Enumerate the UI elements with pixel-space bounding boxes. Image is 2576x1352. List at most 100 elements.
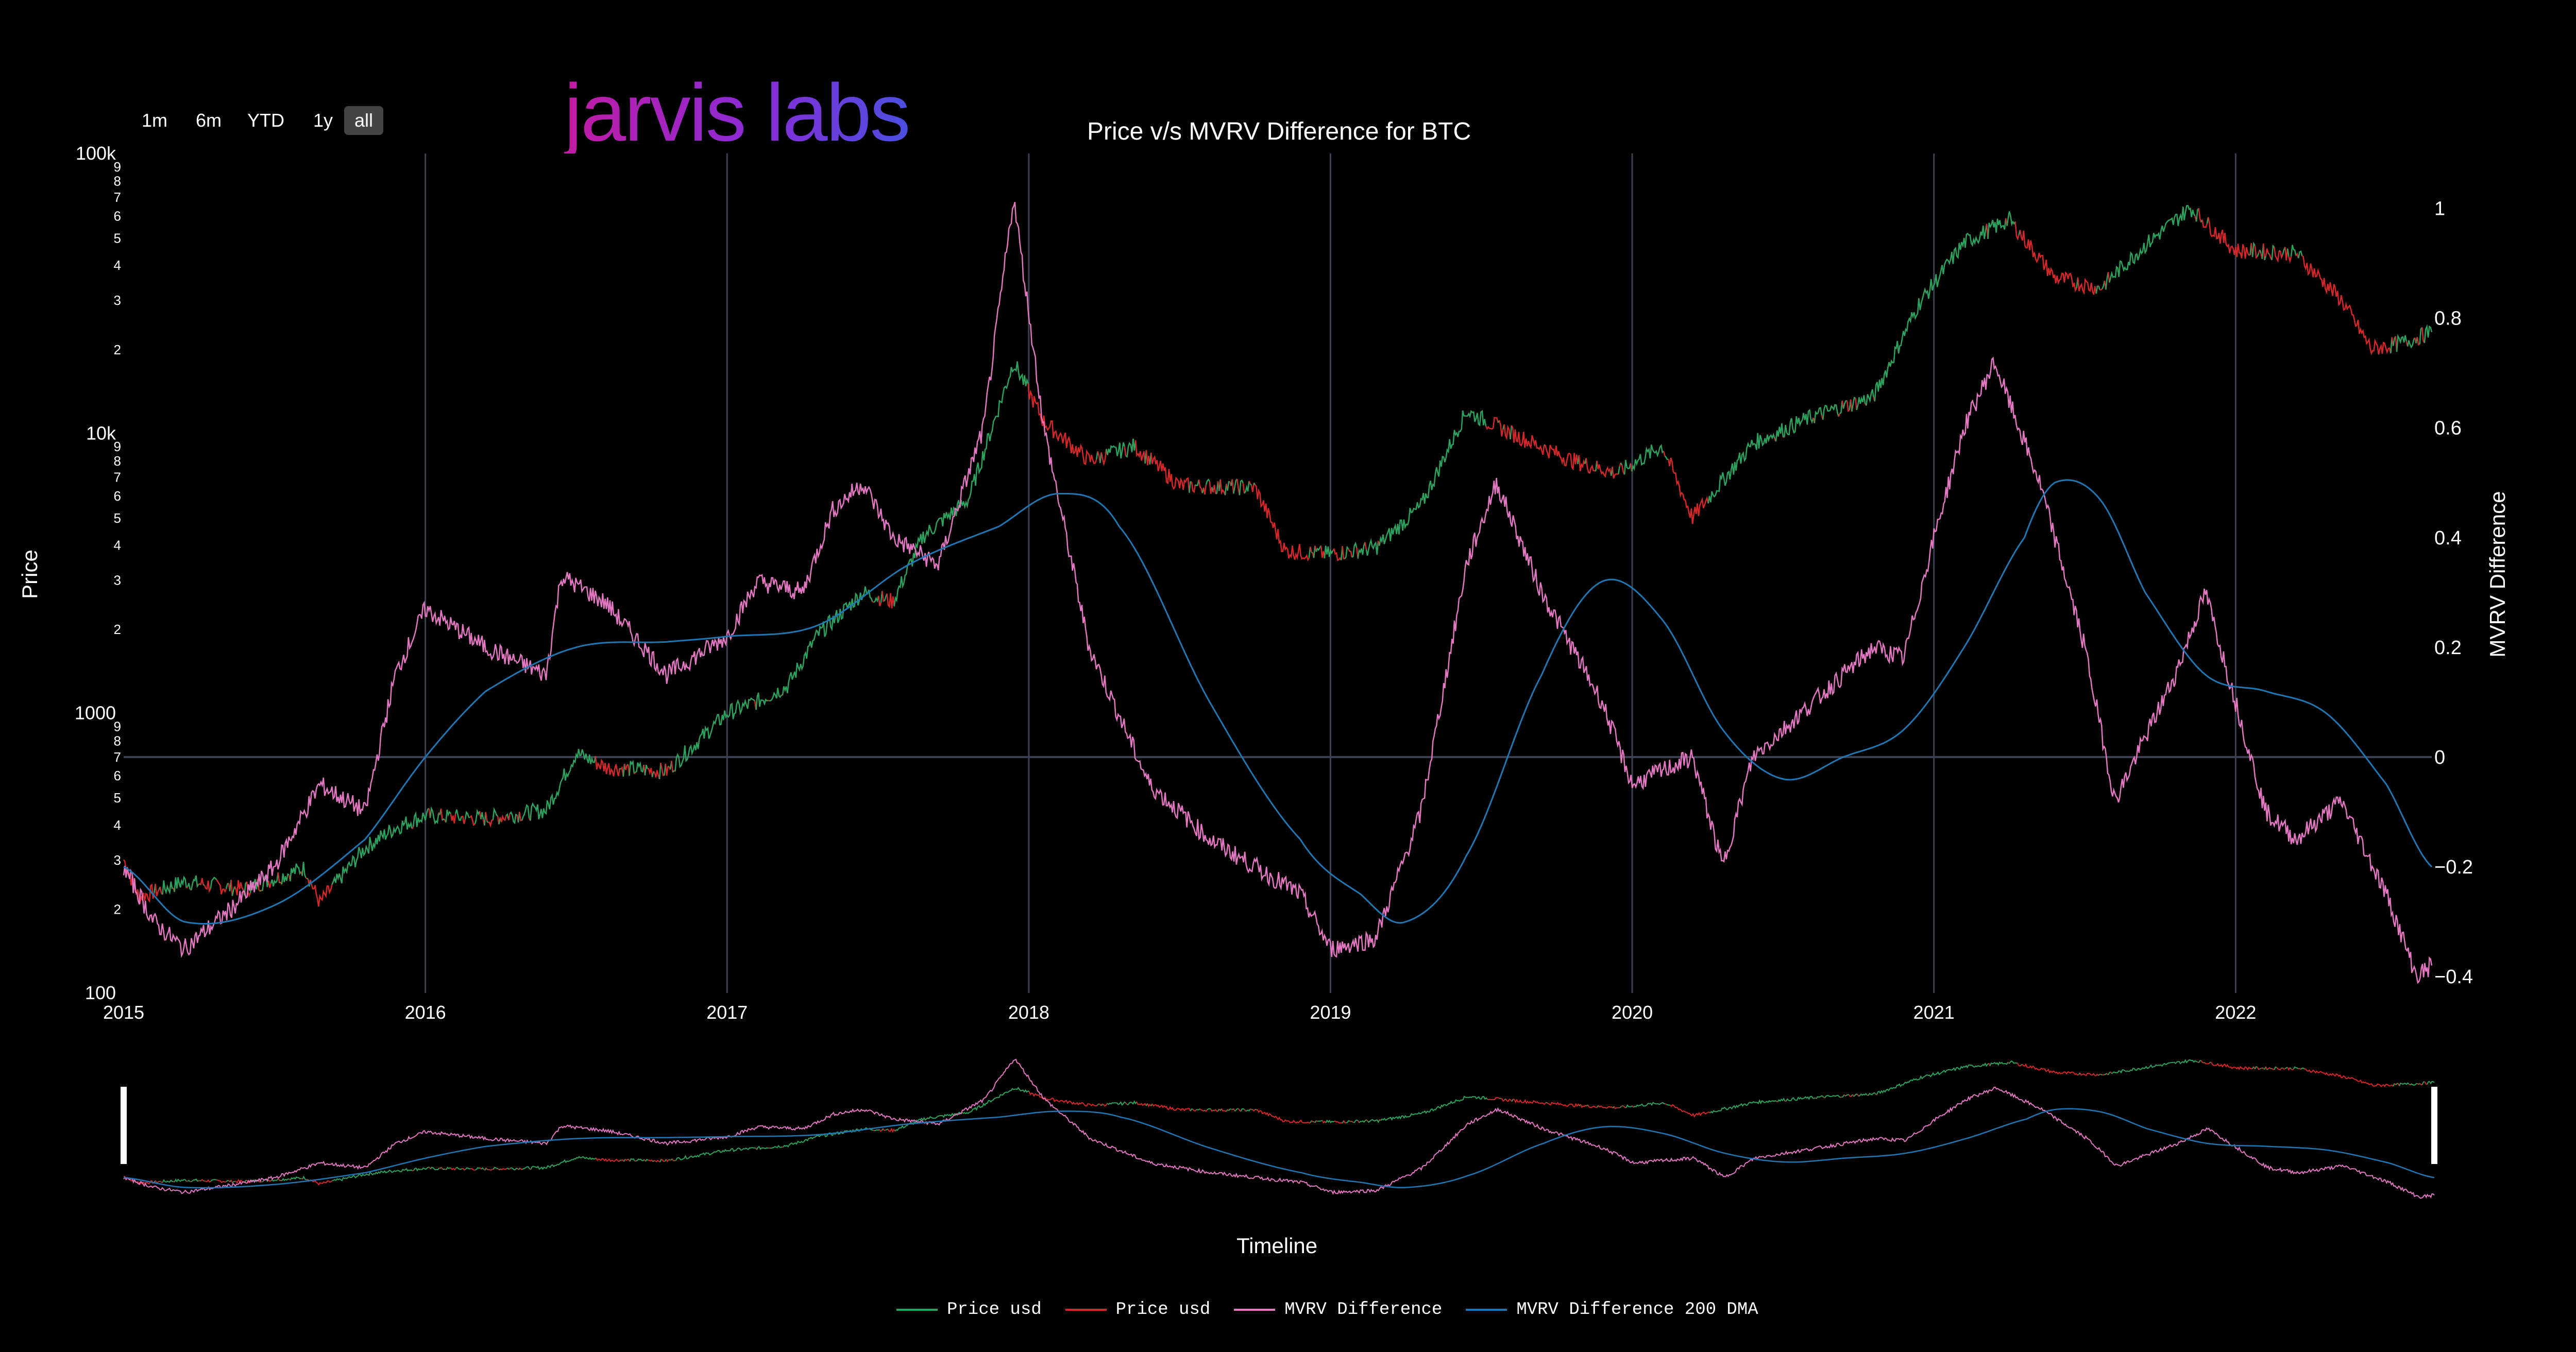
y-left-minor-tick: 3 (114, 572, 121, 588)
price-line-up (1709, 1099, 1777, 1114)
price-line-up (1868, 1092, 1876, 1096)
price-line-up (1777, 1098, 1786, 1103)
price-line-up (1232, 478, 1238, 494)
price-line-down (1848, 1094, 1852, 1097)
series-lines (123, 201, 2433, 984)
legend-item[interactable]: Price usd (896, 1300, 1042, 1320)
price-line-down (648, 1159, 653, 1162)
price-line-up (894, 1087, 1030, 1132)
price-line-up (430, 1167, 439, 1171)
price-line-down (1846, 401, 1850, 413)
price-line-up (1987, 218, 2007, 239)
price-line-down (2200, 1060, 2204, 1064)
price-line-down (2416, 337, 2420, 346)
price-line-down (2419, 1083, 2422, 1086)
legend-item[interactable]: Price usd (1065, 1300, 1210, 1320)
price-line-up (1205, 478, 1210, 485)
price-line-down (2099, 288, 2103, 291)
price-line-up (2427, 1081, 2435, 1085)
price-line-down (768, 699, 770, 702)
price-line-down (623, 763, 628, 771)
y-right-tick: 0.2 (2434, 637, 2462, 659)
price-line-up (2254, 1066, 2258, 1070)
range-slider-left-handle[interactable] (121, 1087, 127, 1164)
price-line-down (1191, 482, 1196, 493)
y-left-minor-tick: 7 (114, 469, 121, 485)
price-line-up (1620, 463, 1623, 466)
price-line-up (2300, 1067, 2305, 1070)
price-line-down (1210, 1108, 1214, 1113)
price-line-up (1234, 1108, 1239, 1112)
y-right-tick: 0.4 (2434, 527, 2462, 549)
price-line-up (782, 586, 873, 696)
price-line-down (1332, 547, 1342, 561)
chart-title: Price v/s MVRV Difference for BTC (1087, 118, 1471, 145)
price-line-down (1231, 479, 1234, 494)
legend-label: MVRV Difference 200 DMA (1516, 1300, 1758, 1320)
price-line-up (442, 818, 445, 821)
price-line-up (2271, 244, 2275, 261)
range-slider-right-handle[interactable] (2431, 1087, 2437, 1164)
price-line-down (204, 880, 211, 893)
price-line-down (2257, 1067, 2260, 1070)
price-line-up (1359, 1119, 1367, 1123)
legend-swatch (1234, 1309, 1276, 1311)
range-slider[interactable] (121, 1058, 2437, 1199)
price-line-down (1612, 467, 1619, 479)
price-line-up (629, 1158, 635, 1162)
axes: 2015 2016 2017 2018 2019 2020 2021 202210023456… (18, 143, 2510, 1023)
price-line-up (1365, 538, 1379, 556)
legend-item[interactable]: MVRV Difference 200 DMA (1466, 1300, 1758, 1320)
price-line-up (413, 1167, 430, 1172)
range-button-ytd[interactable]: YTD (247, 110, 284, 131)
price-line-up (1249, 483, 1252, 486)
price-line-up (1255, 1108, 1257, 1110)
price-line-up (191, 1178, 199, 1183)
range-button-all[interactable]: all (344, 106, 384, 135)
price-line-down (2284, 247, 2289, 261)
price-line-down (1309, 546, 1312, 553)
price-line-down (246, 881, 251, 897)
y-left-minor-tick: 3 (114, 293, 121, 308)
price-line-down (2022, 1063, 2079, 1076)
grid-lines (124, 153, 2432, 993)
price-line-down (1350, 551, 1353, 558)
price-line-up (629, 760, 635, 776)
price-line-up (873, 595, 879, 603)
price-line-down (660, 762, 665, 776)
price-line-up (1814, 406, 1823, 423)
legend-item[interactable]: MVRV Difference (1234, 1300, 1442, 1320)
price-line-up (1707, 433, 1775, 504)
price-line-up (2284, 1067, 2288, 1069)
price-line-down (1244, 1109, 1246, 1111)
price-line-down (2287, 1067, 2291, 1071)
price-line-up (1499, 1098, 1501, 1099)
price-line-down (886, 593, 895, 609)
price-line-down (654, 1159, 660, 1162)
price-line-up (1213, 1109, 1215, 1111)
price-line-up (1324, 545, 1334, 559)
range-button-1y[interactable]: 1y (313, 110, 333, 131)
price-line-down (450, 813, 456, 824)
price-line-down (882, 591, 885, 602)
price-line-down (1212, 485, 1217, 495)
price-line-up (893, 361, 1029, 607)
price-line-up (493, 1167, 499, 1170)
range-button-6m[interactable]: 6m (196, 110, 222, 131)
price-line-down (1349, 1120, 1351, 1122)
price-line-down (310, 879, 333, 907)
price-line-down (1348, 549, 1350, 552)
y-left-minor-tick: 5 (114, 231, 121, 246)
price-line-up (2421, 1081, 2425, 1085)
y-left-minor-tick: 4 (114, 538, 121, 553)
range-button-1m[interactable]: 1m (142, 110, 168, 131)
y-right-title: MVRV Difference (2485, 491, 2510, 658)
y-left-minor-tick: 5 (114, 510, 121, 526)
price-line-down (469, 814, 476, 826)
price-line-down (2254, 245, 2258, 259)
price-line-down (2276, 1067, 2282, 1071)
price-line-up (1816, 1095, 1824, 1099)
price-line-up (174, 875, 188, 892)
y-left-major-tick: 1000 (75, 703, 116, 724)
price-line-down (1256, 1109, 1311, 1124)
